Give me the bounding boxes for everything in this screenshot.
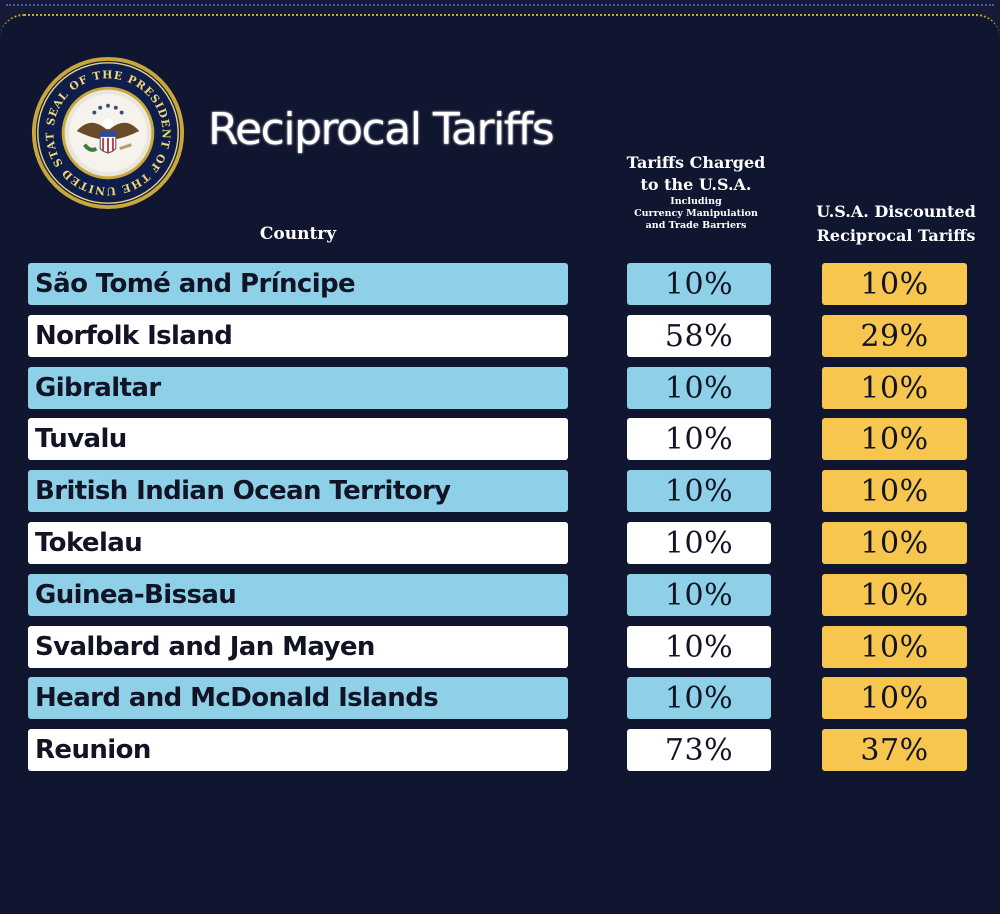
country-cell: Reunion [28,729,568,772]
discounted-rate-cell: 10% [822,418,967,461]
country-column-header: Country [259,224,337,244]
discounted-rate-cell: 10% [822,263,967,305]
table-row: Tuvalu 10% 10% [0,418,1000,461]
page-title: Reciprocal Tariffs [208,104,555,155]
discounted-column-header: U.S.A. Discounted Reciprocal Tariffs [816,202,976,245]
charged-rate-cell: 10% [627,263,771,305]
discounted-rate-cell: 10% [822,625,967,668]
discounted-rate-cell: 29% [822,314,967,357]
charged-rate-cell: 10% [627,470,771,513]
table-row: Reunion 73% 37% [0,729,1000,772]
charged-header-sub: Including Currency Manipulation and Trad… [634,196,758,231]
presidential-seal-icon: SEAL OF THE PRESIDENT OF THE UNITED STAT… [30,55,185,210]
charged-rate-cell: 10% [627,418,771,461]
charged-rate-cell: 10% [627,625,771,668]
discounted-rate-cell: 10% [822,522,967,564]
table-row: British Indian Ocean Territory 10% 10% [0,470,1000,513]
table-row: Gibraltar 10% 10% [0,366,1000,409]
country-cell: Tokelau [28,522,568,564]
country-cell: Gibraltar [28,366,568,409]
table-row: Svalbard and Jan Mayen 10% 10% [0,625,1000,668]
country-cell: Guinea-Bissau [28,573,568,616]
country-cell: São Tomé and Príncipe [28,263,568,305]
charged-rate-cell: 58% [627,314,771,357]
country-cell: Svalbard and Jan Mayen [28,625,568,668]
discounted-rate-cell: 10% [822,366,967,409]
table-row: São Tomé and Príncipe 10% 10% [0,263,1000,305]
charged-rate-cell: 73% [627,729,771,772]
table-row: Guinea-Bissau 10% 10% [0,573,1000,616]
charged-column-header: Tariffs Charged to the U.S.A. Including … [598,152,794,232]
table-row: Heard and McDonald Islands 10% 10% [0,677,1000,720]
country-cell: Heard and McDonald Islands [28,677,568,720]
charged-rate-cell: 10% [627,573,771,616]
charged-rate-cell: 10% [627,522,771,564]
charged-rate-cell: 10% [627,677,771,720]
charged-rate-cell: 10% [627,366,771,409]
discounted-rate-cell: 10% [822,470,967,513]
charged-header-main: Tariffs Charged to the U.S.A. [626,153,766,194]
table-row: Tokelau 10% 10% [0,522,1000,564]
discounted-rate-cell: 10% [822,677,967,720]
country-cell: Tuvalu [28,418,568,461]
discounted-rate-cell: 37% [822,729,967,772]
table-row: Norfolk Island 58% 29% [0,314,1000,357]
country-cell: Norfolk Island [28,314,568,357]
discounted-rate-cell: 10% [822,573,967,616]
country-cell: British Indian Ocean Territory [28,470,568,513]
